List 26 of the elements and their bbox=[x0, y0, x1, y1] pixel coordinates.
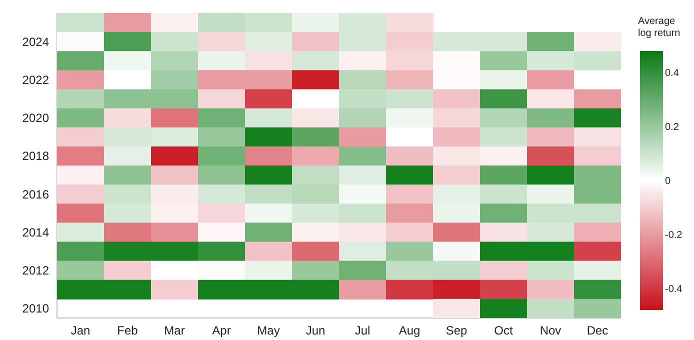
x-tick-label: Aug bbox=[398, 324, 420, 338]
y-tick-label: 2010 bbox=[22, 302, 50, 316]
x-tick-label: Oct bbox=[494, 324, 514, 338]
color-bar-label: 0.4 bbox=[665, 68, 680, 80]
x-tick-label: Sep bbox=[446, 324, 468, 338]
x-tick-label: Mar bbox=[164, 324, 185, 338]
y-tick-label: 2012 bbox=[22, 264, 50, 278]
x-tick-label: Apr bbox=[212, 324, 231, 338]
y-tick-label: 2018 bbox=[22, 149, 50, 164]
x-tick-label: Nov bbox=[540, 324, 562, 338]
color-bar-label: -0.2 bbox=[665, 230, 683, 241]
x-tick-label: Jun bbox=[306, 324, 326, 338]
legend-title: Average log return bbox=[638, 16, 680, 39]
color-bar-label: 0.2 bbox=[665, 122, 680, 134]
x-tick-label: Jul bbox=[354, 324, 370, 338]
x-tick-label: Jan bbox=[70, 324, 90, 338]
y-tick-label: 2014 bbox=[22, 225, 50, 240]
y-tick-label: 2024 bbox=[22, 34, 50, 49]
x-tick-label: Dec bbox=[586, 324, 608, 338]
x-tick-label: May bbox=[257, 324, 280, 338]
color-bar-label: -0.4 bbox=[665, 284, 683, 295]
y-tick-label: 2020 bbox=[22, 111, 50, 126]
color-bar-label: 0 bbox=[665, 176, 671, 187]
y-tick-label: 2016 bbox=[22, 187, 50, 202]
y-tick-label: 2022 bbox=[22, 72, 50, 87]
x-tick-label: Feb bbox=[117, 324, 138, 338]
